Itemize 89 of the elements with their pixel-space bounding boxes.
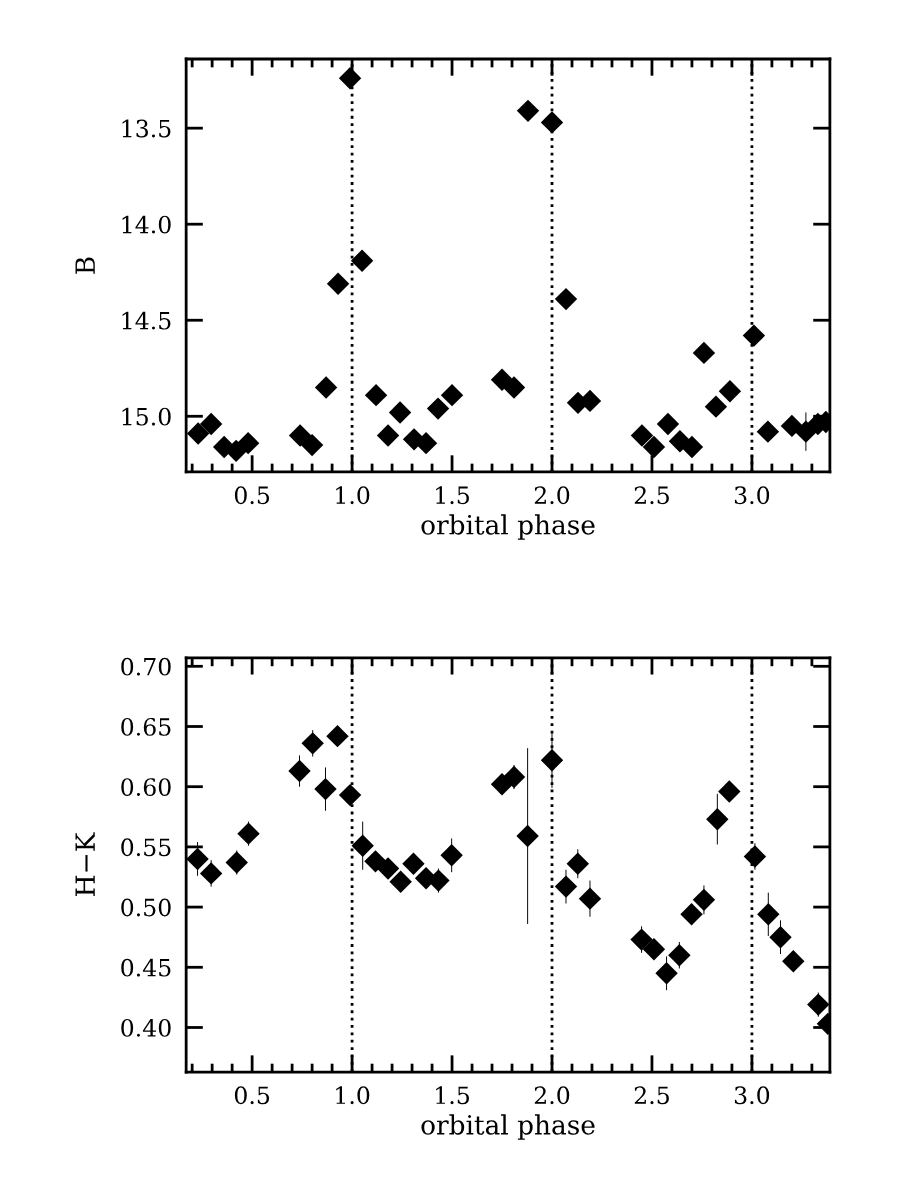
point — [642, 435, 666, 459]
x-tick-label: 2.5 — [634, 486, 669, 505]
point — [502, 376, 526, 399]
point — [364, 383, 388, 407]
x-tick-label: 1.5 — [436, 1086, 469, 1105]
point — [718, 780, 741, 803]
x-tick-label: 3.0 — [734, 1086, 770, 1105]
point — [630, 424, 654, 447]
point — [376, 857, 400, 880]
point — [186, 422, 210, 445]
point — [225, 851, 248, 874]
point — [742, 324, 766, 347]
point — [301, 732, 324, 755]
point — [388, 401, 412, 424]
point — [516, 99, 540, 123]
y-tick-label: 0.55 — [121, 838, 171, 857]
x-tick-label: 2.0 — [534, 1086, 570, 1105]
point — [502, 765, 526, 789]
point — [656, 412, 680, 436]
x-axis-title: orbital phase — [421, 1114, 595, 1140]
point — [692, 888, 716, 912]
point — [642, 938, 666, 961]
point — [440, 383, 464, 407]
point — [718, 380, 742, 403]
point — [288, 759, 311, 783]
x-tick-label: 1.0 — [336, 1086, 370, 1105]
point — [630, 928, 653, 951]
x-tick-label: 1.0 — [336, 486, 370, 505]
point — [326, 724, 349, 748]
x-tick-label: 3.0 — [734, 486, 770, 505]
point — [426, 397, 450, 420]
point — [199, 862, 223, 885]
point — [566, 852, 589, 875]
point — [540, 111, 564, 134]
x-axis-title: orbital phase — [421, 514, 595, 540]
point — [402, 852, 425, 875]
point — [300, 433, 324, 457]
point — [350, 249, 374, 272]
point — [668, 944, 691, 967]
y-tick-label: 0.45 — [121, 958, 171, 977]
point — [680, 903, 703, 926]
point — [692, 341, 716, 365]
point — [237, 822, 260, 845]
point — [743, 845, 767, 868]
x-tick-label: 1.5 — [436, 486, 469, 505]
point — [704, 395, 728, 418]
point — [554, 287, 578, 311]
point — [199, 412, 223, 436]
y-tick-label: 0.70 — [121, 657, 171, 676]
point — [338, 783, 362, 807]
y-tick-label: 0.65 — [121, 717, 171, 736]
point — [236, 431, 260, 455]
point — [364, 850, 387, 873]
point — [554, 875, 578, 898]
point — [782, 950, 805, 973]
y-tick-label: 0.50 — [121, 898, 171, 917]
point — [655, 962, 678, 985]
point — [807, 993, 830, 1016]
point — [680, 435, 704, 459]
point — [314, 777, 337, 801]
point — [769, 925, 792, 949]
x-tick-label: 0.5 — [234, 486, 270, 505]
y-axis-title: H−K — [75, 832, 95, 896]
point — [314, 376, 338, 399]
y-tick-label: 14.5 — [122, 311, 171, 330]
point — [780, 414, 804, 438]
y-tick-label: 0.60 — [121, 778, 171, 796]
x-tick-label: 2.5 — [634, 1086, 669, 1105]
point — [440, 844, 463, 867]
point — [186, 847, 209, 871]
point — [756, 420, 780, 443]
point — [389, 870, 412, 893]
point — [326, 272, 350, 295]
point — [757, 903, 780, 926]
point — [288, 424, 312, 447]
y-tick-label: 13.5 — [122, 119, 171, 138]
point — [376, 424, 400, 447]
x-tick-label: 0.5 — [234, 1086, 270, 1105]
x-tick-label: 2.0 — [534, 486, 570, 505]
y-axis-title: B — [75, 257, 95, 274]
y-tick-label: 14.0 — [122, 215, 171, 234]
y-tick-label: 0.40 — [121, 1018, 171, 1037]
point — [516, 824, 539, 848]
point — [338, 67, 362, 90]
point — [706, 808, 729, 831]
point — [351, 834, 374, 857]
point — [578, 887, 602, 910]
y-tick-label: 15.0 — [122, 407, 171, 426]
point — [540, 749, 564, 772]
